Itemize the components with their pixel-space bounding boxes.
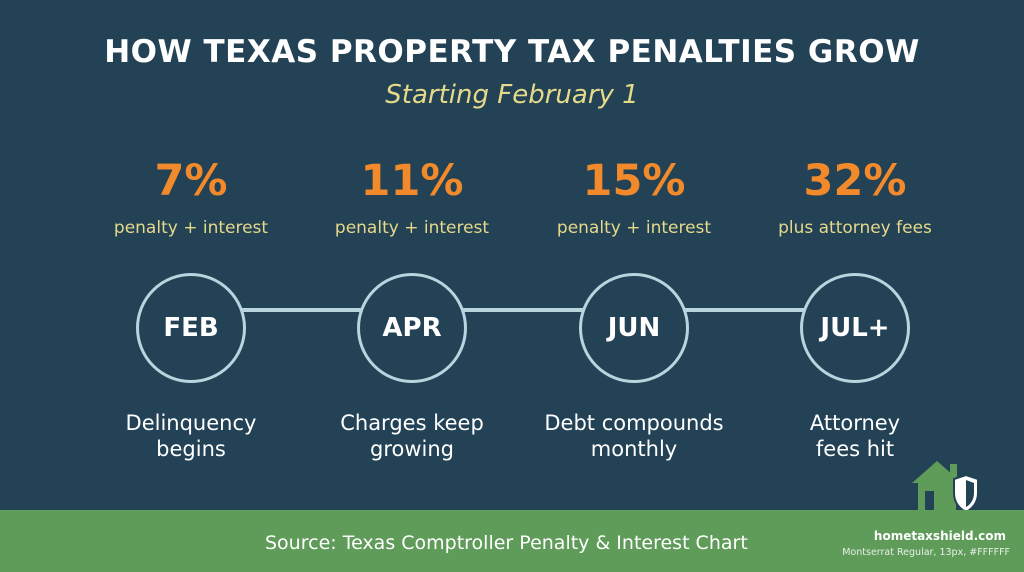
website-label: hometaxshield.com [873, 529, 1006, 543]
timeline-connector [412, 308, 634, 312]
page-title: HOW TEXAS PROPERTY TAX PENALTIES GROW [104, 34, 920, 70]
penalty-note: penalty + interest [334, 218, 490, 238]
penalty-note: penalty + interest [556, 218, 712, 238]
page-subtitle: Starting February 1 [385, 80, 639, 110]
shield-icon [953, 473, 979, 514]
brand-logo [908, 455, 984, 515]
font-note: Montserrat Regular, 13px, #FFFFFF [842, 547, 1010, 558]
footer-bar: Source: Texas Comptroller Penalty & Inte… [0, 510, 1024, 572]
penalty-percent: 15% [582, 156, 686, 206]
month-circle: JUN [579, 273, 689, 383]
timeline: 7% penalty + interest FEB Delinquency be… [0, 150, 1024, 463]
timeline-step-jul: 32% plus attorney fees JUL+ Attorney fee… [745, 150, 965, 463]
timeline-connector [634, 308, 855, 312]
timeline-step-jun: 15% penalty + interest JUN Debt compound… [524, 150, 744, 463]
timeline-step-apr: 11% penalty + interest APR Charges keep … [302, 150, 522, 463]
penalty-note: penalty + interest [113, 218, 269, 238]
house-icon [912, 461, 962, 515]
step-description: Debt compounds monthly [544, 411, 724, 462]
penalty-percent: 32% [803, 156, 907, 206]
step-description: Charges keep growing [340, 411, 484, 462]
penalty-percent: 11% [360, 156, 464, 206]
step-description: Delinquency begins [125, 411, 257, 462]
month-circle: FEB [136, 273, 246, 383]
penalty-percent: 7% [154, 156, 228, 206]
source-caption: Source: Texas Comptroller Penalty & Inte… [265, 532, 748, 554]
timeline-step-feb: 7% penalty + interest FEB Delinquency be… [81, 150, 301, 463]
step-description: Attorney fees hit [809, 411, 901, 462]
penalty-note: plus attorney fees [778, 218, 932, 238]
month-circle: JUL+ [800, 273, 910, 383]
timeline-connector [191, 308, 412, 312]
month-circle: APR [357, 273, 467, 383]
